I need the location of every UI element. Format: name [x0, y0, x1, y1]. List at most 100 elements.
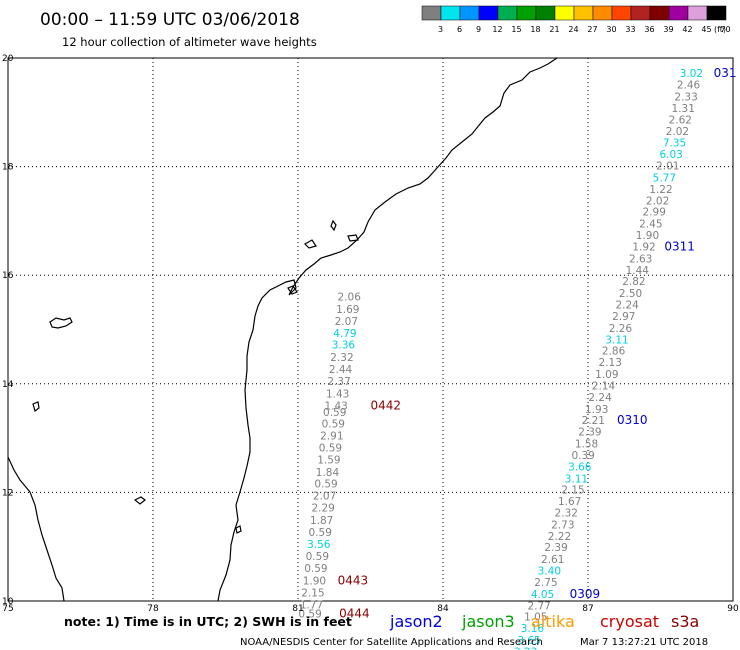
wave-height-value: 2.39 — [578, 427, 601, 439]
wave-height-value: 2.32 — [330, 352, 353, 364]
y-tick-label: 18 — [2, 163, 14, 173]
gridlines — [8, 58, 733, 601]
x-tick-label: 75 — [2, 604, 13, 614]
satellite-legend: jason2 jason3 altika cryosat s3a — [389, 612, 699, 631]
x-tick-label: 81 — [292, 604, 303, 614]
wave-height-value: 2.77 — [527, 600, 550, 612]
pass-label: 0443 — [338, 573, 369, 587]
wave-height-value: 2.22 — [548, 531, 571, 543]
x-tick-label: 78 — [147, 604, 159, 614]
wave-height-value: 2.02 — [666, 126, 689, 138]
wave-height-value: 2.29 — [311, 503, 334, 515]
color-scale-label: 12 — [492, 25, 502, 34]
chart-subtitle: 12 hour collection of altimeter wave hei… — [62, 35, 317, 49]
wave-height-value: 0.59 — [298, 608, 321, 620]
wave-height-value: 2.24 — [615, 300, 639, 312]
wave-height-value: 1.87 — [310, 515, 333, 527]
wave-height-value: 2.06 — [338, 291, 362, 303]
wave-height-value: 2.44 — [329, 364, 353, 376]
color-scale-swatch — [630, 5, 651, 21]
pass-label: 0311 — [664, 239, 695, 253]
wave-height-value: 2.15 — [301, 587, 324, 599]
wave-height-value: 1.84 — [316, 467, 340, 479]
wave-height-value: 2.99 — [643, 207, 666, 219]
color-scale-label: 42 — [682, 25, 692, 34]
wave-height-value: 2.13 — [599, 357, 622, 369]
legend-altika: altika — [531, 612, 575, 631]
legend-jason2: jason2 — [389, 612, 443, 631]
color-scale-swatch — [516, 5, 537, 21]
footer-timestamp: Mar 7 13:27:21 UTC 2018 — [580, 637, 708, 648]
wave-height-value: 1.90 — [303, 575, 326, 587]
wave-height-value: 0.59 — [319, 442, 342, 454]
wave-height-value: 1.43 — [324, 401, 347, 413]
wave-height-value: 1.58 — [575, 439, 598, 451]
color-scale-label: 3 — [438, 25, 443, 34]
wave-height-value: 3.23 — [514, 646, 537, 650]
track-series: 2.061.692.074.793.362.322.442.371.431.43… — [298, 291, 361, 620]
chart-title: 00:00 – 11:59 UTC 03/06/2018 — [40, 10, 300, 30]
wave-height-value: 0.59 — [306, 551, 329, 563]
wave-height-value: 2.01 — [656, 161, 679, 173]
wave-height-value: 2.07 — [313, 491, 336, 503]
wave-height-value: 3.65 — [517, 635, 540, 647]
wave-height-value: 2.15 — [561, 485, 584, 497]
wave-height-value: 3.40 — [538, 566, 561, 578]
wave-height-value: 2.46 — [677, 80, 701, 92]
wave-height-value: 3.11 — [605, 334, 628, 346]
wave-height-value: 2.62 — [669, 114, 692, 126]
wave-height-value: 7.35 — [663, 138, 686, 150]
wave-height-value: 3.56 — [307, 539, 331, 551]
wave-height-value: 0.59 — [314, 479, 337, 491]
wave-height-value: 2.21 — [582, 415, 605, 427]
y-tick-label: 16 — [2, 271, 14, 281]
x-tick-label: 84 — [437, 604, 449, 614]
color-scale-swatch — [440, 5, 461, 21]
wave-height-value: 0.59 — [322, 418, 345, 430]
color-scale-label: 27 — [587, 25, 597, 34]
color-scale-label: 18 — [530, 25, 540, 34]
wave-height-value: 3.11 — [565, 473, 588, 485]
wave-height-value: 0.59 — [304, 563, 327, 575]
altimeter-tracks: 2.061.692.074.793.362.322.442.371.431.43… — [298, 68, 703, 650]
x-axis-tick-labels: 75 78 81 84 87 90 — [2, 604, 739, 614]
color-scale-swatch — [706, 5, 727, 21]
pass-label: 0309 — [570, 587, 601, 601]
color-scale-swatch — [554, 5, 575, 21]
wave-height-value: 1.44 — [626, 265, 650, 277]
wave-height-value: 2.91 — [320, 430, 343, 442]
wave-height-value: 2.50 — [619, 288, 642, 300]
pass-labels: 0442044304440310311031003090308 — [338, 66, 737, 620]
color-scale-label: 36 — [644, 25, 654, 34]
wave-height-value: 1.31 — [672, 103, 695, 115]
color-scale-label: 6 — [457, 25, 462, 34]
wave-height-value: 2.32 — [555, 507, 578, 519]
wave-height-value: 1.69 — [336, 304, 359, 316]
coastline — [7, 57, 558, 602]
track-series: 3.022.462.331.312.622.027.356.032.015.77… — [514, 68, 703, 650]
wave-height-value: 5.77 — [653, 172, 676, 184]
color-scale-label: 15 — [511, 25, 521, 34]
pass-label: 0442 — [371, 399, 402, 413]
footer-note: note: 1) Time is in UTC; 2) SWH is in fe… — [64, 614, 352, 629]
x-tick-label: 90 — [727, 604, 739, 614]
x-tick-label: 87 — [582, 604, 593, 614]
wave-height-value: 2.45 — [639, 219, 662, 231]
wave-height-value: 2.97 — [612, 311, 635, 323]
color-scale-label: 33 — [625, 25, 635, 34]
wave-height-value: 1.90 — [636, 230, 659, 242]
wave-height-value: 6.03 — [659, 149, 682, 161]
pass-label: 0310 — [617, 413, 648, 427]
wave-height-value: 1.92 — [632, 241, 655, 253]
y-tick-label: 14 — [2, 380, 14, 390]
wave-height-color-scale: 3 6 9 12 15 18 21 24 27 30 33 36 39 42 45 70(ft) — [421, 5, 731, 34]
wave-height-value: 2.07 — [335, 316, 358, 328]
map-plot-area: 2.061.692.074.793.362.322.442.371.431.43… — [7, 57, 737, 650]
color-scale-swatch — [592, 5, 613, 21]
color-scale-swatch — [573, 5, 594, 21]
wave-height-value: 4.79 — [333, 328, 356, 340]
legend-jason3: jason3 — [461, 612, 515, 631]
plot-frame — [7, 57, 734, 602]
wave-height-value: 2.24 — [588, 392, 612, 404]
